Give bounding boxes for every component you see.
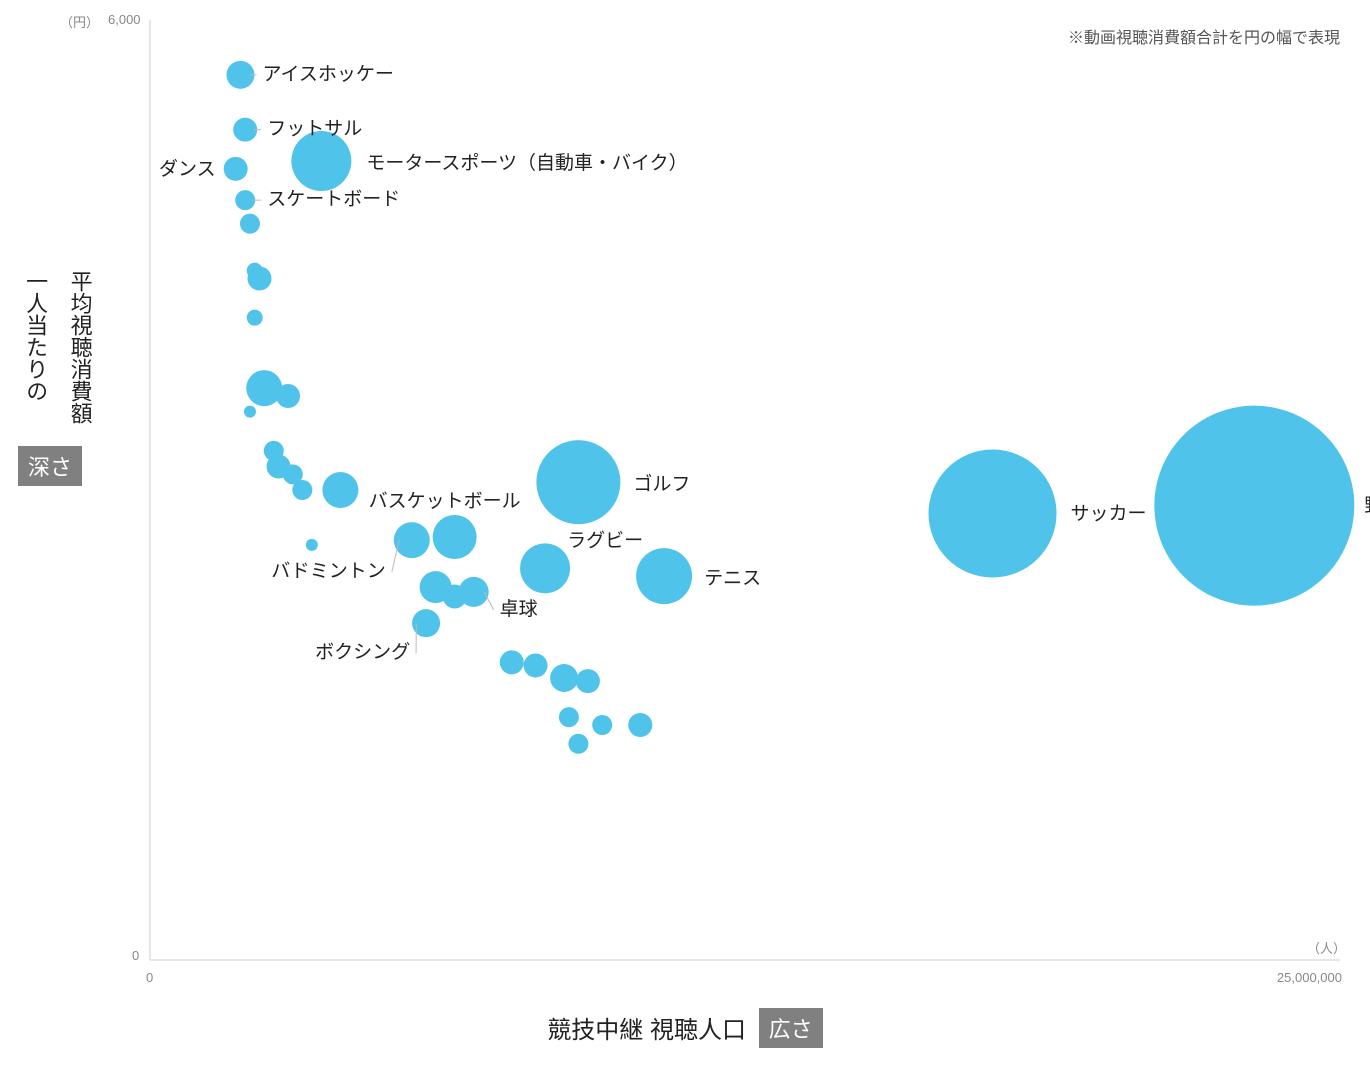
bubble-label: テニス bbox=[704, 568, 761, 589]
bubble bbox=[536, 440, 620, 524]
y-axis-title-line1: 一人当たりの bbox=[18, 270, 52, 402]
bubble-label: アイスホッケー bbox=[262, 64, 393, 85]
y-unit-label: （円） bbox=[60, 12, 99, 31]
bubble-label: ゴルフ bbox=[633, 473, 690, 495]
bubble-label: バスケットボール bbox=[369, 490, 521, 512]
bubble-label: 野球 bbox=[1364, 495, 1370, 517]
bubble-label: 卓球 bbox=[500, 598, 538, 620]
bubble bbox=[524, 653, 548, 677]
bubble bbox=[264, 441, 284, 461]
bubble bbox=[240, 214, 260, 234]
bubble bbox=[929, 450, 1057, 578]
bubble-label: ボクシング bbox=[315, 641, 410, 663]
bubble bbox=[244, 406, 256, 418]
bubble bbox=[500, 650, 524, 674]
bubble-label: モータースポーツ（自動車・バイク） bbox=[366, 152, 687, 174]
bubble bbox=[247, 263, 263, 279]
y-min-tick: 0 bbox=[132, 948, 139, 963]
bubble bbox=[568, 734, 588, 754]
y-axis-title-line2: 平均視聴消費額 bbox=[63, 270, 97, 424]
bubble bbox=[291, 131, 351, 191]
bubble bbox=[559, 707, 579, 727]
bubble-label: ラグビー bbox=[567, 529, 643, 551]
x-axis-badge: 広さ bbox=[759, 1008, 823, 1048]
bubble bbox=[520, 543, 570, 593]
bubble bbox=[276, 384, 300, 408]
bubble bbox=[576, 669, 600, 693]
y-max-tick: 6,000 bbox=[108, 12, 141, 27]
bubble bbox=[433, 515, 477, 559]
bubble-chart: 野球 サッカー ゴルフテニス ラグビー バスケットボール卓球 バドミントンボクシング モータ… bbox=[0, 0, 1370, 1066]
bubble bbox=[306, 539, 318, 551]
bubble bbox=[636, 548, 692, 604]
bubble-label: フットサル bbox=[267, 119, 362, 140]
bubble bbox=[628, 713, 652, 737]
bubble-label: バドミントン bbox=[271, 561, 386, 582]
bubble bbox=[443, 585, 467, 609]
bubble-label: サッカー bbox=[1071, 504, 1147, 525]
bubble bbox=[246, 370, 282, 406]
y-axis-title-block: 一人当たりの 平均視聴消費額 深さ bbox=[18, 270, 97, 486]
bubble-label: ダンス bbox=[159, 158, 216, 180]
chart-note: ※動画視聴消費額合計を円の幅で表現 bbox=[1068, 24, 1340, 48]
bubble bbox=[550, 664, 578, 692]
bubble bbox=[1154, 406, 1354, 606]
bubble bbox=[224, 157, 248, 181]
x-axis-title: 競技中継 視聴人口 bbox=[547, 1017, 746, 1044]
bubble bbox=[292, 480, 312, 500]
x-axis-title-block: 競技中継 視聴人口 広さ bbox=[0, 1008, 1370, 1048]
y-axis-badge: 深さ bbox=[18, 446, 82, 486]
x-unit-label: （人） bbox=[1307, 938, 1346, 957]
bubble bbox=[322, 472, 358, 508]
bubble bbox=[247, 310, 263, 326]
x-min-tick: 0 bbox=[146, 970, 153, 985]
bubble-label: スケートボード bbox=[267, 188, 400, 210]
bubble bbox=[592, 715, 612, 735]
x-max-tick: 25,000,000 bbox=[1277, 970, 1342, 985]
